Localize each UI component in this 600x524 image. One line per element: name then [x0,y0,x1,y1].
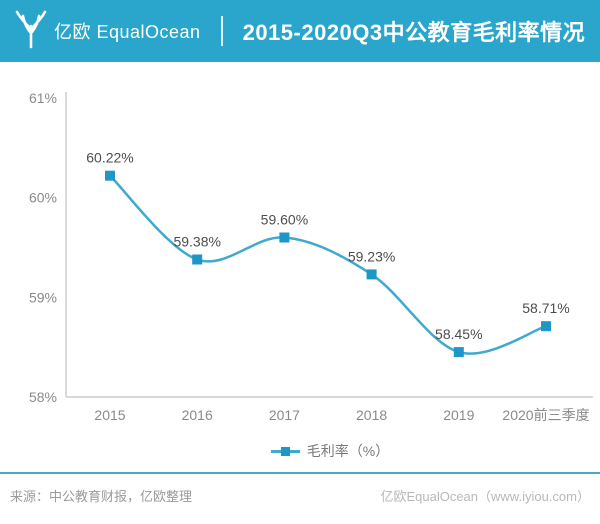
y-tick-label: 61% [29,90,57,106]
x-tick-label: 2018 [356,407,387,423]
banner-divider [220,16,223,46]
header-banner: 亿欧 EqualOcean 2015-2020Q3中公教育毛利率情况 [0,0,600,62]
data-point-marker [541,321,551,332]
legend-marker-icon [280,446,290,456]
page-title: 2015-2020Q3中公教育毛利率情况 [242,20,586,45]
data-point-marker [105,170,115,181]
data-point-marker [192,254,203,265]
brand-note: 亿欧EqualOcean（www.iyiou.com） [380,489,590,504]
data-point-label: 59.60% [261,212,308,228]
y-tick-label: 58% [29,389,57,405]
y-tick-label: 59% [29,289,57,305]
chart-area: 58% 59% 60% 61% 2015 2016 2017 2018 2019 2020前三季度… [0,62,600,430]
y-tick-label: 60% [29,190,57,206]
data-point-label: 59.38% [173,234,220,250]
logo-text: 亿欧 EqualOcean [54,22,201,42]
legend-label: 毛利率（%） [306,443,390,459]
equalocean-logo-icon [14,9,48,54]
x-tick-label: 2016 [182,407,213,423]
chart-legend: 毛利率（%） [0,430,600,472]
x-tick-label: 2015 [94,407,125,423]
data-point-marker [453,347,464,358]
data-point-label: 58.71% [522,300,569,316]
footer-divider [0,472,600,474]
data-point-marker [366,269,377,280]
x-tick-label: 2017 [269,407,300,423]
x-tick-label: 2020前三季度 [502,407,589,423]
source-note: 来源：中公教育财报，亿欧整理 [10,489,193,504]
data-point-label: 58.45% [435,326,482,342]
x-tick-label: 2019 [443,407,474,423]
legend-line-segment [270,449,281,453]
gross-margin-line-chart: 58% 59% 60% 61% 2015 2016 2017 2018 2019 2020前三季度… [29,90,593,423]
data-point-label: 59.23% [348,248,395,264]
data-point-label: 60.22% [86,150,133,166]
legend-line-segment [289,449,300,453]
data-point-marker [279,232,290,243]
footer: 来源：中公教育财报，亿欧整理 亿欧EqualOcean（www.iyiou.co… [0,474,600,505]
